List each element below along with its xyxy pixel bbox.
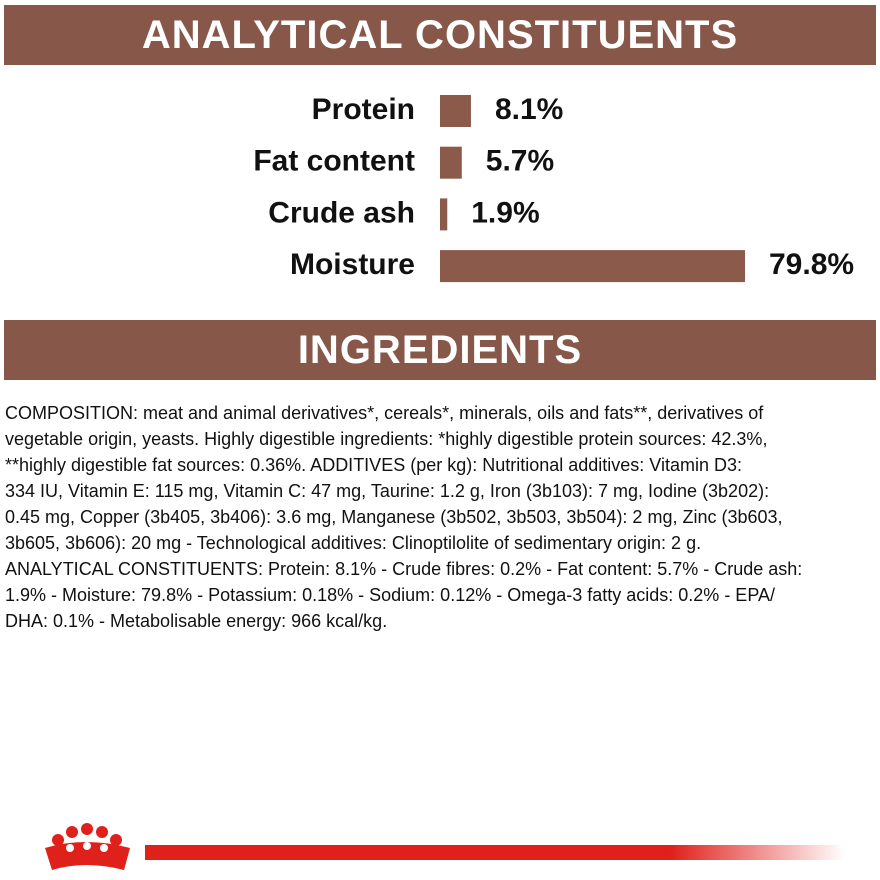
bar	[440, 146, 462, 179]
footer-line	[145, 845, 845, 860]
category-label: Crude ash	[268, 196, 415, 229]
text-line: COMPOSITION: meat and animal derivatives…	[5, 403, 764, 423]
text-line: **highly digestible fat sources: 0.36%. …	[5, 455, 743, 475]
text-line: 1.9% - Moisture: 79.8% - Potassium: 0.18…	[5, 585, 775, 605]
category-label: Fat content	[253, 145, 415, 178]
text-line: 3b605, 3b606): 20 mg - Technological add…	[5, 533, 702, 553]
value-label: 8.1%	[495, 93, 563, 126]
bar	[440, 95, 471, 127]
section-title: INGREDIENTS	[4, 320, 876, 380]
section-title: ANALYTICAL CONSTITUENTS	[4, 5, 876, 65]
text-line: 334 IU, Vitamin E: 115 mg, Vitamin C: 47…	[5, 481, 770, 501]
value-label: 79.8%	[769, 248, 854, 281]
text-line: ANALYTICAL CONSTITUENTS: Protein: 8.1% -…	[5, 559, 803, 579]
value-label: 1.9%	[471, 196, 539, 229]
value-label: 5.7%	[486, 145, 554, 178]
bar	[440, 198, 448, 231]
ingredients-text: COMPOSITION: meat and animal derivatives…	[5, 400, 802, 634]
bar	[440, 250, 745, 283]
text-line: vegetable origin, yeasts. Highly digesti…	[5, 429, 768, 449]
text-line: 0.45 mg, Copper (3b405, 3b406): 3.6 mg, …	[5, 507, 783, 527]
category-label: Moisture	[290, 248, 415, 281]
text-line: DHA: 0.1% - Metabolisable energy: 966 kc…	[5, 611, 388, 631]
category-label: Protein	[312, 93, 415, 126]
crown-logo	[45, 823, 130, 870]
